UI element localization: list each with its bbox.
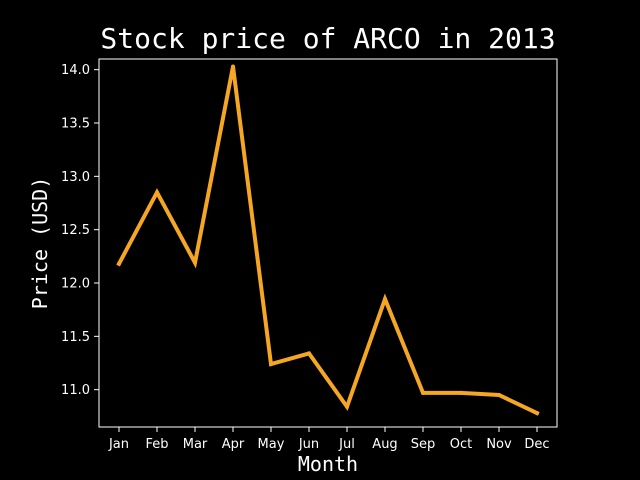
chart-title: Stock price of ARCO in 2013 [100,22,555,55]
data-point [421,390,425,395]
x-tick-label: Aug [372,437,397,452]
data-point [117,261,121,266]
x-tick-label: Mar [183,437,208,452]
x-tick-label: Jul [338,437,355,452]
plot-area-frame [98,58,558,428]
x-tick-label: Oct [450,437,472,452]
x-axis: Jan Feb Mar Apr May Jun Jul Aug Sep Oct Nov Dec [108,427,550,452]
data-point [155,190,159,195]
data-points [117,64,539,416]
x-tick-label: Jun [298,437,319,452]
x-tick-label: Jan [108,437,129,452]
data-point [459,390,463,395]
y-tick-label: 12.0 [61,277,90,292]
data-point [231,64,235,69]
y-tick-label: 13.5 [61,117,90,132]
x-tick-label: May [258,437,285,452]
data-point [383,297,387,301]
x-tick-label: Sep [411,437,436,452]
data-point [497,393,501,397]
data-point [307,351,311,356]
data-point [535,411,539,416]
data-point [269,362,273,367]
x-tick-label: Apr [222,437,245,452]
y-axis: 11.0 11.5 12.0 12.5 13.0 13.5 14.0 [61,63,99,398]
series-line [116,66,540,416]
data-point [345,404,349,409]
y-axis-label: Price (USD) [28,177,52,309]
x-tick-label: Dec [524,437,549,452]
x-tick-label: Nov [486,437,512,452]
y-tick-label: 13.0 [61,170,90,185]
y-tick-label: 11.5 [61,330,90,345]
data-point [193,260,197,265]
y-tick-label: 11.0 [61,383,90,398]
x-tick-label: Feb [145,437,168,452]
y-tick-label: 12.5 [61,223,90,238]
x-axis-label: Month [298,452,358,476]
y-tick-label: 14.0 [61,63,90,78]
